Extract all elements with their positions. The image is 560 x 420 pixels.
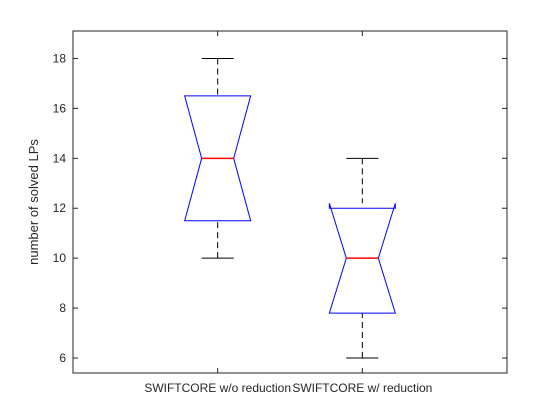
y-axis-label: number of solved LPs [26,139,41,265]
y-tick-label: 6 [59,351,66,365]
y-tick-label: 16 [53,101,67,115]
box-2 [328,157,397,359]
y-tick-label: 10 [53,251,67,265]
y-tick-label: 18 [53,51,67,65]
y-tick-label: 8 [59,301,66,315]
y-axis-ticks: 6 8 10 12 14 16 18 [53,51,507,365]
plot-area [72,30,508,374]
x-tick-label: SWIFTCORE w/o reduction [144,381,291,395]
x-axis-labels: SWIFTCORE w/o reduction SWIFTCORE w/ redu… [144,31,432,395]
box-series [184,57,397,359]
x-tick-label: SWIFTCORE w/ reduction [292,381,432,395]
y-tick-label: 14 [53,151,67,165]
box-body [328,203,397,314]
box-1 [184,57,252,259]
y-tick-label: 12 [53,201,67,215]
